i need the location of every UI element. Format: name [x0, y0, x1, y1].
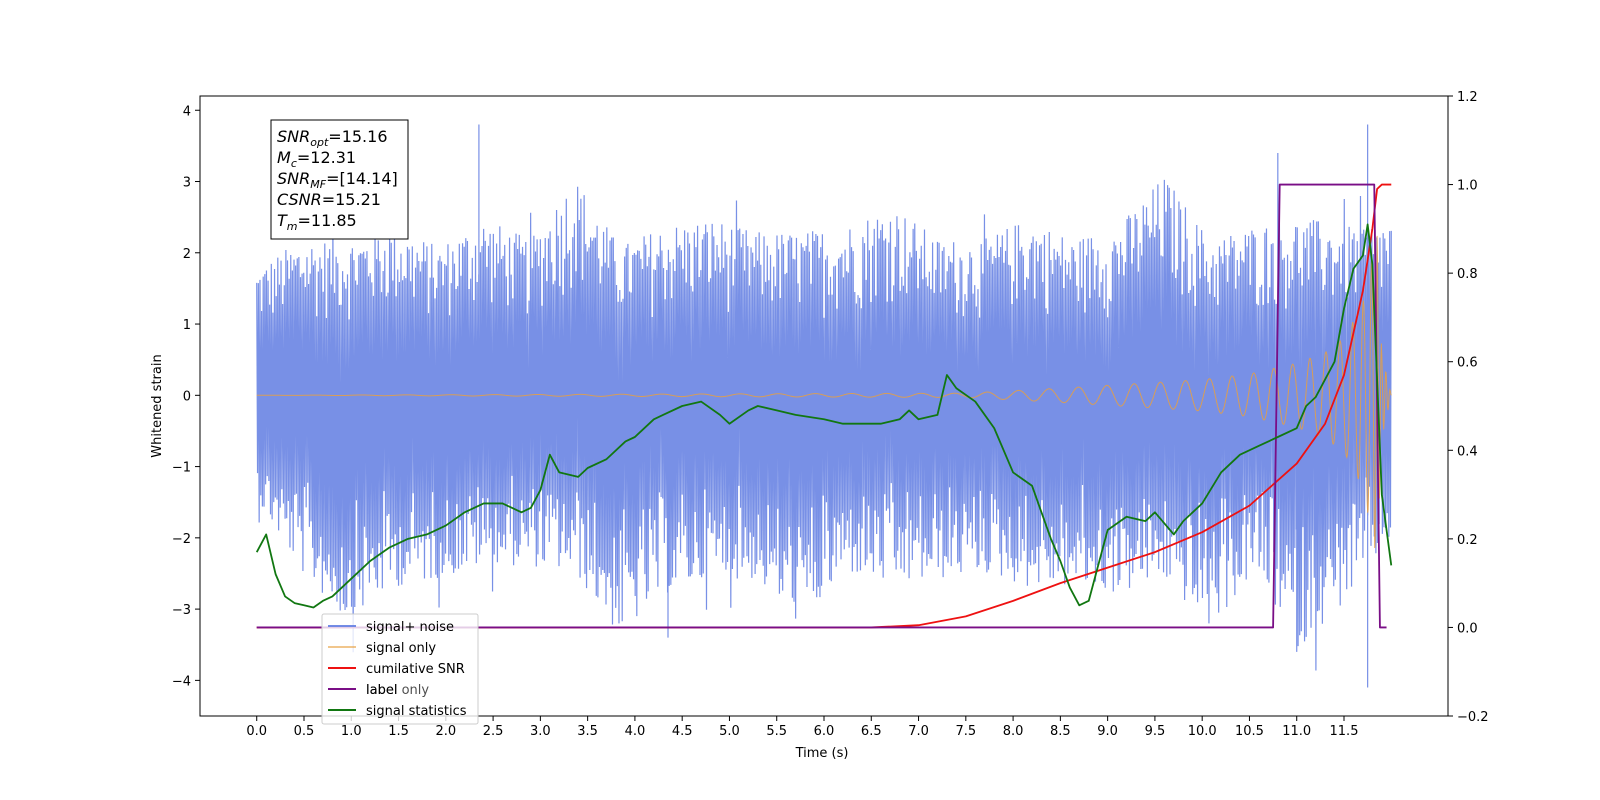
- info-subscript: MF: [310, 178, 326, 191]
- y-tick-label: 1: [183, 318, 191, 333]
- info-symbol: SNR: [277, 127, 310, 146]
- info-value: =11.85: [298, 211, 357, 230]
- x-tick-label: 5.5: [766, 724, 787, 739]
- x-tick-label: 11.0: [1282, 724, 1311, 739]
- y-tick-label: −2: [172, 532, 191, 547]
- x-tick-label: 9.0: [1097, 724, 1118, 739]
- info-symbol: T: [277, 211, 288, 230]
- info-subscript: c: [291, 157, 297, 170]
- y-tick-label: −1: [172, 461, 191, 476]
- x-tick-label: 10.5: [1235, 724, 1264, 739]
- x-tick-label: 1.0: [341, 724, 362, 739]
- y-tick-label: 4: [183, 104, 191, 119]
- info-line: SNRMF=[14.14]: [277, 169, 398, 191]
- y-right-tick-label: 0.8: [1457, 267, 1478, 282]
- y-tick-label: 3: [183, 176, 191, 191]
- y-right-tick-label: −0.2: [1457, 710, 1489, 725]
- y-right-tick-label: 1.2: [1457, 90, 1478, 105]
- x-tick-label: 6.5: [861, 724, 882, 739]
- x-tick-label: 0.5: [294, 724, 315, 739]
- x-axis-label: Time (s): [795, 746, 849, 761]
- x-tick-label: 5.0: [719, 724, 740, 739]
- series-label-line: [256, 183, 1387, 629]
- x-tick-label: 0.0: [246, 724, 267, 739]
- series-signal-only-line: [256, 235, 1392, 548]
- x-tick-label: 3.5: [577, 724, 598, 739]
- legend-label: signal statistics: [366, 704, 467, 719]
- x-tick-label: 1.5: [388, 724, 409, 739]
- x-tick-label: 4.5: [672, 724, 693, 739]
- x-tick-label: 7.0: [908, 724, 929, 739]
- x-tick-label: 3.0: [530, 724, 551, 739]
- x-tick-label: 7.5: [955, 724, 976, 739]
- legend-label: label: [366, 683, 397, 698]
- x-axis: 0.0 0.5 1.0 1.5 2.0 2.5 3.0 3.5 4.0 4.5 5.0 5.5 6.0 6…: [246, 716, 1358, 739]
- info-symbol: M: [277, 148, 291, 167]
- legend-label: cumilative SNR: [366, 662, 465, 677]
- info-symbol: CSNR: [277, 190, 322, 209]
- plot-area: [255, 124, 1393, 688]
- x-tick-label: 4.0: [625, 724, 646, 739]
- legend-label-ghost: label only: [366, 683, 429, 698]
- legend-label: signal+ noise: [366, 620, 454, 635]
- y-right-tick-label: 0.0: [1457, 621, 1478, 636]
- x-tick-label: 2.0: [435, 724, 456, 739]
- x-tick-label: 9.5: [1145, 724, 1166, 739]
- y-tick-label: −4: [172, 674, 191, 689]
- x-tick-label: 2.5: [483, 724, 504, 739]
- info-value: =12.31: [297, 148, 356, 167]
- x-tick-label: 11.5: [1330, 724, 1359, 739]
- series-signal-noise-line: [256, 124, 1392, 688]
- info-line: Tm=11.85: [277, 211, 357, 233]
- legend-label: signal only: [366, 641, 436, 656]
- info-value: =[14.14]: [326, 169, 398, 188]
- info-value: =15.21: [322, 190, 381, 209]
- y-right-tick-label: 0.2: [1457, 533, 1478, 548]
- x-tick-label: 8.0: [1003, 724, 1024, 739]
- y-axis-right: −0.2 0.0 0.2 0.4 0.6 0.8 1.0 1.2: [1448, 90, 1489, 725]
- info-value: =15.16: [328, 127, 387, 146]
- info-line: CSNR=15.21: [277, 190, 381, 209]
- info-box: SNRopt=15.16Mc=12.31SNRMF=[14.14]CSNR=15…: [270, 119, 409, 240]
- legend-frame: [321, 613, 479, 725]
- series-cumilative-snr-line: [256, 183, 1392, 629]
- series-signal-statistics-line: [255, 223, 1393, 609]
- info-subscript: opt: [310, 136, 329, 149]
- x-tick-label: 10.0: [1188, 724, 1217, 739]
- x-tick-label: 6.0: [814, 724, 835, 739]
- y-tick-label: 0: [183, 389, 191, 404]
- y-right-tick-label: 0.6: [1457, 356, 1478, 371]
- y-right-tick-label: 1.0: [1457, 179, 1478, 194]
- y-tick-label: −3: [172, 603, 191, 618]
- info-line: SNRopt=15.16: [277, 127, 388, 149]
- y-axis-label: Whitened strain: [150, 354, 165, 457]
- info-symbol: SNR: [277, 169, 310, 188]
- legend: label only signal+ noise signal only cumila…: [321, 613, 479, 725]
- info-line: Mc=12.31: [277, 148, 356, 170]
- y-tick-label: 2: [183, 247, 191, 262]
- info-box-frame: [270, 119, 409, 240]
- info-subscript: m: [287, 220, 298, 233]
- x-tick-label: 8.5: [1050, 724, 1071, 739]
- y-right-tick-label: 0.4: [1457, 444, 1478, 459]
- y-axis-left: −4 −3 −2 −1 0 1 2 3 4: [172, 104, 200, 689]
